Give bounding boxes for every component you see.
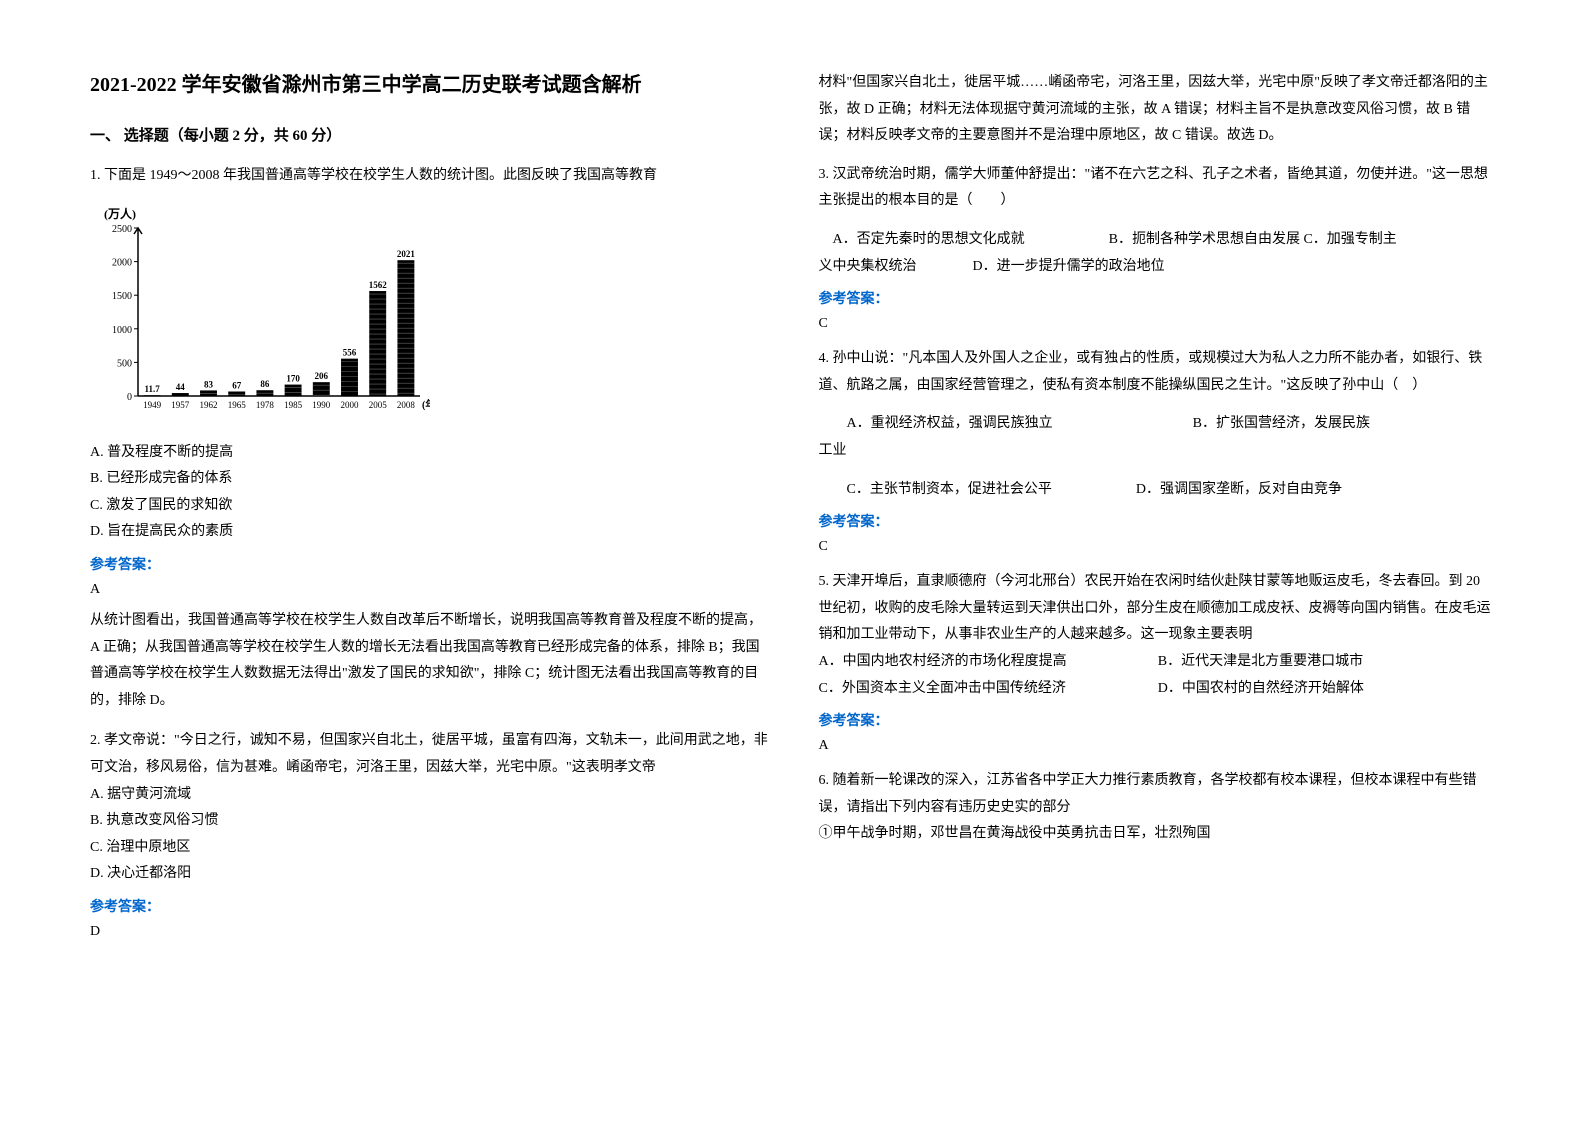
q5-opt-d: D．中国农村的自然经济开始解体 xyxy=(1158,676,1497,703)
chart-q1: (万人) 0 500 1000 1500 2000 2500 11.7 1949 44 1957 83… xyxy=(90,200,430,430)
q1-opt-d: D. 旨在提高民众的素质 xyxy=(90,519,769,546)
q1-opt-b: B. 已经形成完备的体系 xyxy=(90,466,769,493)
chart-svg: (万人) 0 500 1000 1500 2000 2500 11.7 1949 44 1957 83… xyxy=(90,200,430,430)
svg-text:1962: 1962 xyxy=(200,400,218,410)
svg-text:86: 86 xyxy=(260,379,270,389)
q4-opts-1b: 工业 xyxy=(819,438,1498,465)
exam-title: 2021-2022 学年安徽省滁州市第三中学高二历史联考试题含解析 xyxy=(90,70,769,100)
q2-explanation: 材料"但国家兴自北土，徙居平城……崤函帝宅，河洛王里，因兹大举，光宅中原"反映了… xyxy=(819,70,1498,150)
svg-text:2008: 2008 xyxy=(397,400,416,410)
q3-opts-1: A．否定先秦时的思想文化成就 B．扼制各种学术思想自由发展 C．加强专制主 xyxy=(819,227,1498,254)
svg-text:1990: 1990 xyxy=(312,400,331,410)
q1-opt-c: C. 激发了国民的求知欲 xyxy=(90,493,769,520)
q1-explanation: 从统计图看出，我国普通高等学校在校学生人数自改革后不断增长，说明我国高等教育普及… xyxy=(90,608,769,714)
svg-text:556: 556 xyxy=(343,347,357,357)
svg-text:1985: 1985 xyxy=(284,400,303,410)
q2-opt-a: A. 据守黄河流域 xyxy=(90,782,769,809)
svg-text:2000: 2000 xyxy=(112,257,132,268)
q5-opt-a: A．中国内地农村经济的市场化程度提高 xyxy=(819,649,1158,676)
svg-text:2005: 2005 xyxy=(369,400,388,410)
q5-text: 5. 天津开埠后，直隶顺德府（今河北邢台）农民开始在农闲时结伙赴陕甘蒙等地贩运皮… xyxy=(819,569,1498,649)
q5-opt-b: B．近代天津是北方重要港口城市 xyxy=(1158,649,1497,676)
q4-answer: C xyxy=(819,539,1498,555)
svg-text:(万人): (万人) xyxy=(104,206,136,221)
svg-text:67: 67 xyxy=(232,380,242,390)
svg-text:83: 83 xyxy=(204,379,214,389)
q1-opt-a: A. 普及程度不断的提高 xyxy=(90,440,769,467)
q4-answer-label: 参考答案： xyxy=(819,511,1498,531)
svg-text:2000: 2000 xyxy=(341,400,360,410)
q2-answer-label: 参考答案： xyxy=(90,896,769,916)
svg-text:2500: 2500 xyxy=(112,224,132,235)
question-4: 4. 孙中山说："凡本国人及外国人之企业，或有独占的性质，或规模过大为私人之力所… xyxy=(819,346,1498,555)
question-2: 2. 孝文帝说："今日之行，诚知不易，但国家兴自北土，徙居平城，虽富有四海，文轨… xyxy=(90,728,769,940)
q2-opt-d: D. 决心迁都洛阳 xyxy=(90,861,769,888)
right-column: 材料"但国家兴自北土，徙居平城……崤函帝宅，河洛王里，因兹大举，光宅中原"反映了… xyxy=(819,70,1498,1052)
q1-answer-label: 参考答案： xyxy=(90,554,769,574)
q2-answer: D xyxy=(90,924,769,940)
svg-text:500: 500 xyxy=(117,358,132,369)
svg-text:1000: 1000 xyxy=(112,324,132,335)
q6-text: 6. 随着新一轮课改的深入，江苏省各中学正大力推行素质教育，各学校都有校本课程，… xyxy=(819,768,1498,821)
q3-opts-2: 义中央集权统治 D．进一步提升儒学的政治地位 xyxy=(819,254,1498,281)
question-6: 6. 随着新一轮课改的深入，江苏省各中学正大力推行素质教育，各学校都有校本课程，… xyxy=(819,768,1498,848)
svg-text:206: 206 xyxy=(315,371,329,381)
svg-text:170: 170 xyxy=(286,373,300,383)
q4-text: 4. 孙中山说："凡本国人及外国人之企业，或有独占的性质，或规模过大为私人之力所… xyxy=(819,346,1498,399)
svg-text:1500: 1500 xyxy=(112,291,132,302)
q2-text: 2. 孝文帝说："今日之行，诚知不易，但国家兴自北土，徙居平城，虽富有四海，文轨… xyxy=(90,728,769,781)
q5-answer-label: 参考答案： xyxy=(819,710,1498,730)
q3-answer: C xyxy=(819,316,1498,332)
svg-text:1965: 1965 xyxy=(228,400,247,410)
q3-text: 3. 汉武帝统治时期，儒学大师董仲舒提出："诸不在六艺之科、孔子之术者，皆绝其道… xyxy=(819,162,1498,215)
q6-item1: ①甲午战争时期，邓世昌在黄海战役中英勇抗击日军，壮烈殉国 xyxy=(819,821,1498,848)
svg-text:0: 0 xyxy=(127,392,132,403)
q3-answer-label: 参考答案： xyxy=(819,288,1498,308)
q2-opt-c: C. 治理中原地区 xyxy=(90,835,769,862)
q2-opt-b: B. 执意改变风俗习惯 xyxy=(90,808,769,835)
q1-text: 1. 下面是 1949～2008 年我国普通高等学校在校学生人数的统计图。此图反… xyxy=(90,163,769,190)
q1-answer: A xyxy=(90,582,769,598)
svg-text:1949: 1949 xyxy=(143,400,162,410)
svg-text:(年份): (年份) xyxy=(422,398,430,411)
question-5: 5. 天津开埠后，直隶顺德府（今河北邢台）农民开始在农闲时结伙赴陕甘蒙等地贩运皮… xyxy=(819,569,1498,754)
section-header: 一、 选择题（每小题 2 分，共 60 分） xyxy=(90,124,769,145)
left-column: 2021-2022 学年安徽省滁州市第三中学高二历史联考试题含解析 一、 选择题… xyxy=(90,70,769,1052)
q5-answer: A xyxy=(819,738,1498,754)
svg-text:1957: 1957 xyxy=(171,400,190,410)
svg-text:2021: 2021 xyxy=(397,249,416,259)
svg-text:1562: 1562 xyxy=(369,280,388,290)
question-1: 1. 下面是 1949～2008 年我国普通高等学校在校学生人数的统计图。此图反… xyxy=(90,163,769,714)
q4-opts-1: A．重视经济权益，强调民族独立 B．扩张国营经济，发展民族 xyxy=(819,411,1498,438)
svg-text:1978: 1978 xyxy=(256,400,275,410)
q5-opt-c: C．外国资本主义全面冲击中国传统经济 xyxy=(819,676,1158,703)
svg-text:44: 44 xyxy=(176,382,186,392)
svg-text:11.7: 11.7 xyxy=(144,384,160,394)
question-3: 3. 汉武帝统治时期，儒学大师董仲舒提出："诸不在六艺之科、孔子之术者，皆绝其道… xyxy=(819,162,1498,332)
q4-opts-2: C．主张节制资本，促进社会公平 D．强调国家垄断，反对自由竞争 xyxy=(819,477,1498,504)
